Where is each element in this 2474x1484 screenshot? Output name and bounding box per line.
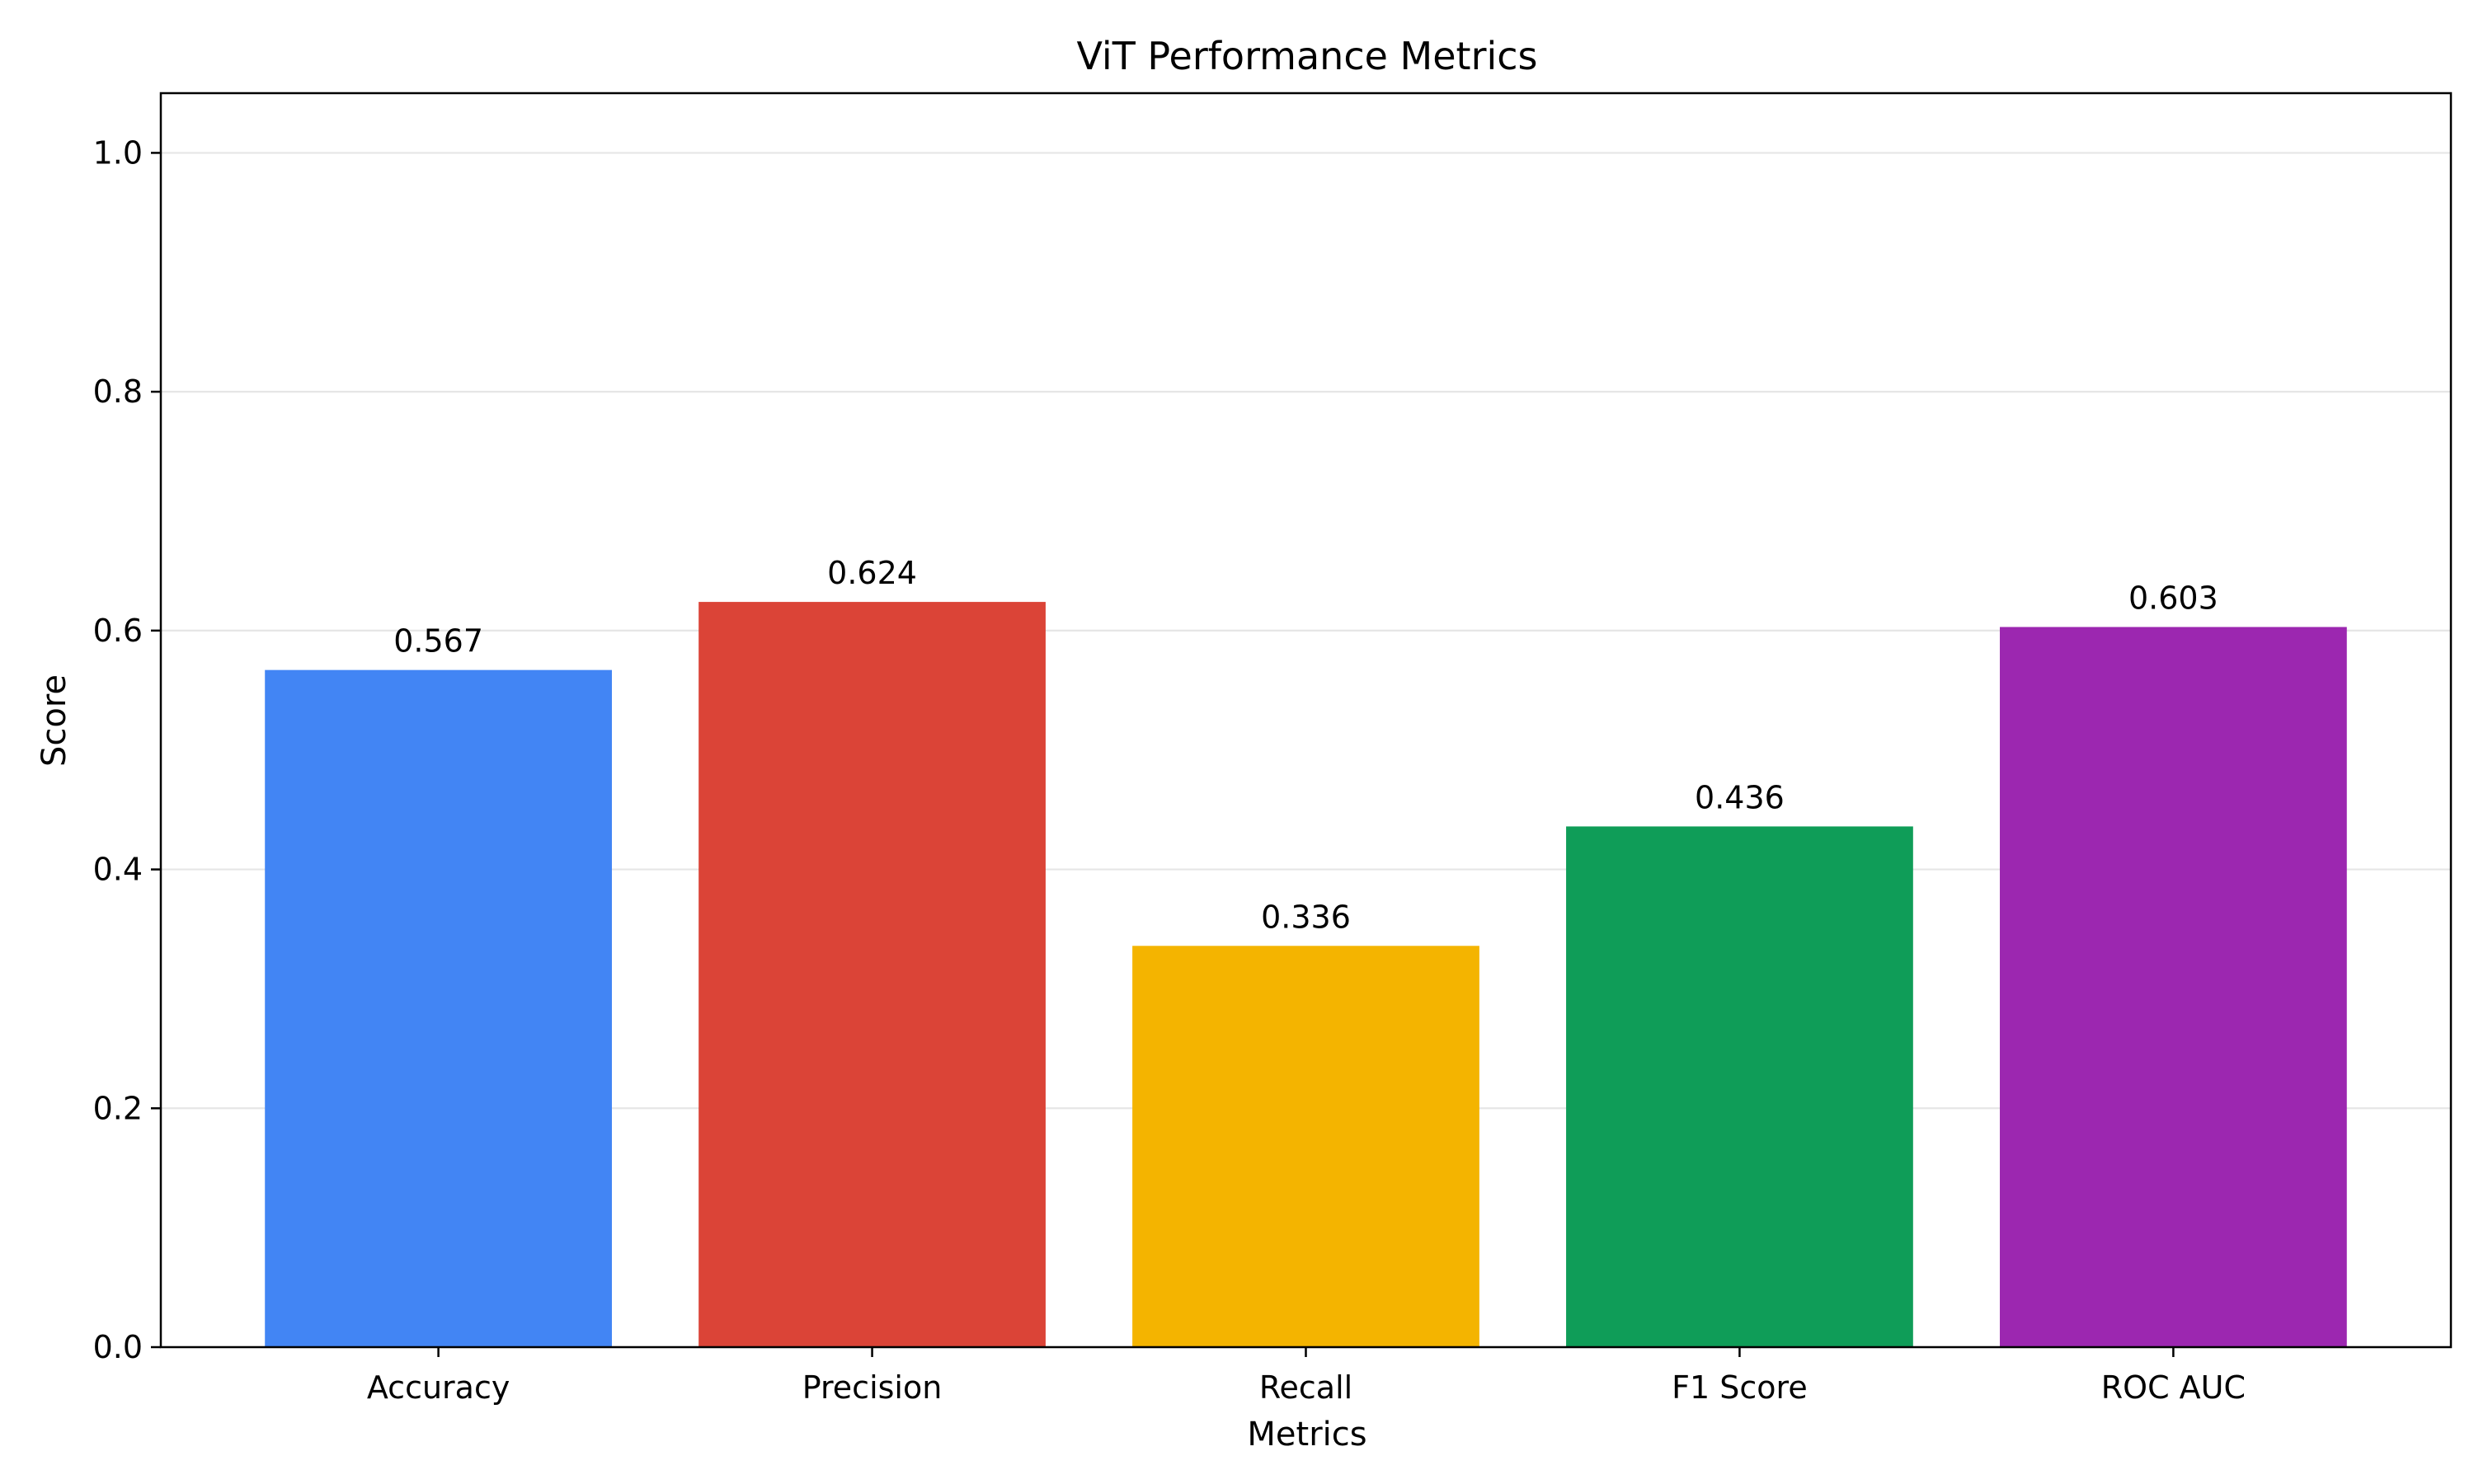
data-label: 0.436	[1695, 779, 1785, 815]
bar	[698, 602, 1046, 1347]
x-tick-label: Precision	[802, 1369, 943, 1406]
y-axis-label: Score	[35, 674, 73, 767]
x-tick-label: Recall	[1259, 1369, 1352, 1406]
y-axis: 0.0 0.2 0.4 0.6 0.8 1.0	[93, 134, 161, 1365]
chart-title: ViT Performance Metrics	[1076, 34, 1537, 78]
bars	[265, 602, 2347, 1347]
y-tick-label: 0.6	[93, 613, 143, 649]
x-tick-label: Accuracy	[367, 1369, 510, 1406]
bar	[265, 669, 612, 1347]
data-label: 0.567	[393, 623, 483, 660]
x-axis-label: Metrics	[1247, 1416, 1366, 1453]
y-tick-label: 0.8	[93, 373, 143, 410]
y-tick-label: 1.0	[93, 134, 143, 171]
bar	[2000, 627, 2347, 1347]
x-tick-label: ROC AUC	[2101, 1369, 2246, 1406]
data-label: 0.336	[1261, 899, 1351, 935]
data-label: 0.624	[827, 555, 917, 591]
y-tick-label: 0.4	[93, 852, 143, 888]
y-tick-label: 0.2	[93, 1090, 143, 1126]
data-label: 0.603	[2128, 580, 2218, 617]
x-tick-label: F1 Score	[1672, 1369, 1808, 1406]
y-tick-label: 0.0	[93, 1329, 143, 1365]
bar	[1132, 946, 1479, 1347]
value-labels: 0.567 0.624 0.336 0.436 0.603	[393, 555, 2218, 935]
x-axis: Accuracy Precision Recall F1 Score ROC AUC	[367, 1347, 2246, 1406]
bar	[1566, 826, 1913, 1347]
